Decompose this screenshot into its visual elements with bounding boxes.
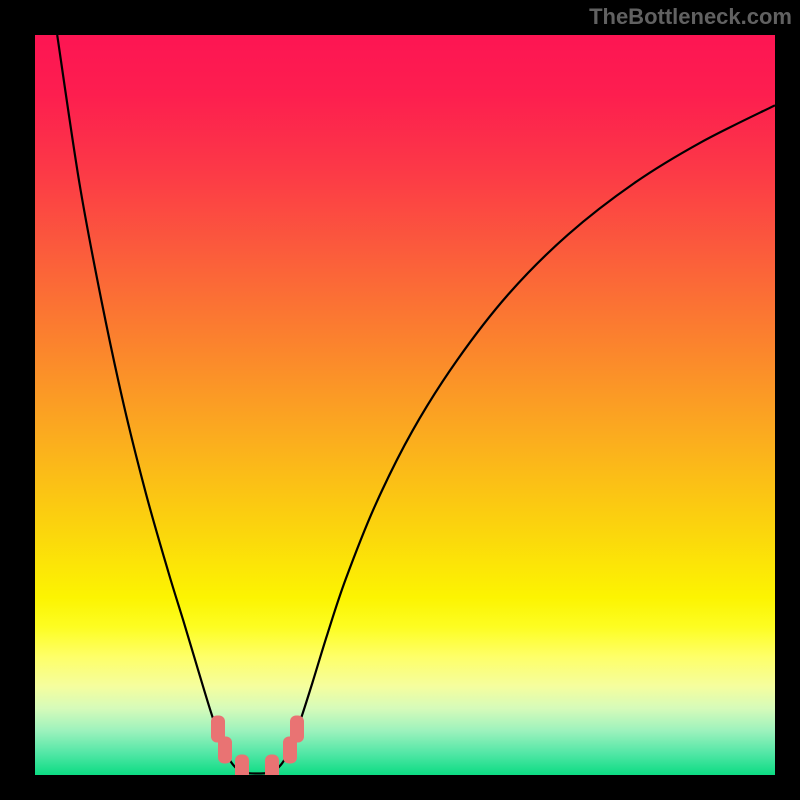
curve-marker [290,716,304,743]
plot-area [35,35,775,775]
curve-marker [218,736,232,763]
curve-marker [235,755,249,775]
curve-marker [265,755,279,775]
watermark-text: TheBottleneck.com [589,4,792,30]
bottleneck-curve [57,35,775,774]
curve-layer [35,35,775,775]
